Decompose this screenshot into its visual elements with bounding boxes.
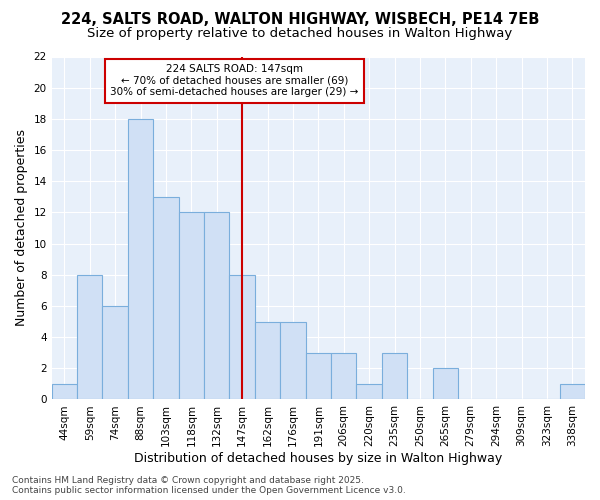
Text: Contains HM Land Registry data © Crown copyright and database right 2025.
Contai: Contains HM Land Registry data © Crown c…: [12, 476, 406, 495]
Bar: [204, 212, 229, 400]
Bar: [229, 274, 255, 400]
Bar: [382, 352, 407, 400]
Text: 224, SALTS ROAD, WALTON HIGHWAY, WISBECH, PE14 7EB: 224, SALTS ROAD, WALTON HIGHWAY, WISBECH…: [61, 12, 539, 28]
Bar: [179, 212, 204, 400]
Text: 224 SALTS ROAD: 147sqm
← 70% of detached houses are smaller (69)
30% of semi-det: 224 SALTS ROAD: 147sqm ← 70% of detached…: [110, 64, 359, 98]
Text: Size of property relative to detached houses in Walton Highway: Size of property relative to detached ho…: [88, 28, 512, 40]
Bar: [52, 384, 77, 400]
Bar: [356, 384, 382, 400]
Bar: [153, 197, 179, 400]
Bar: [280, 322, 305, 400]
Bar: [103, 306, 128, 400]
Bar: [433, 368, 458, 400]
Bar: [305, 352, 331, 400]
Y-axis label: Number of detached properties: Number of detached properties: [15, 130, 28, 326]
Bar: [77, 274, 103, 400]
Bar: [128, 119, 153, 400]
Bar: [560, 384, 585, 400]
Bar: [255, 322, 280, 400]
X-axis label: Distribution of detached houses by size in Walton Highway: Distribution of detached houses by size …: [134, 452, 502, 465]
Bar: [331, 352, 356, 400]
